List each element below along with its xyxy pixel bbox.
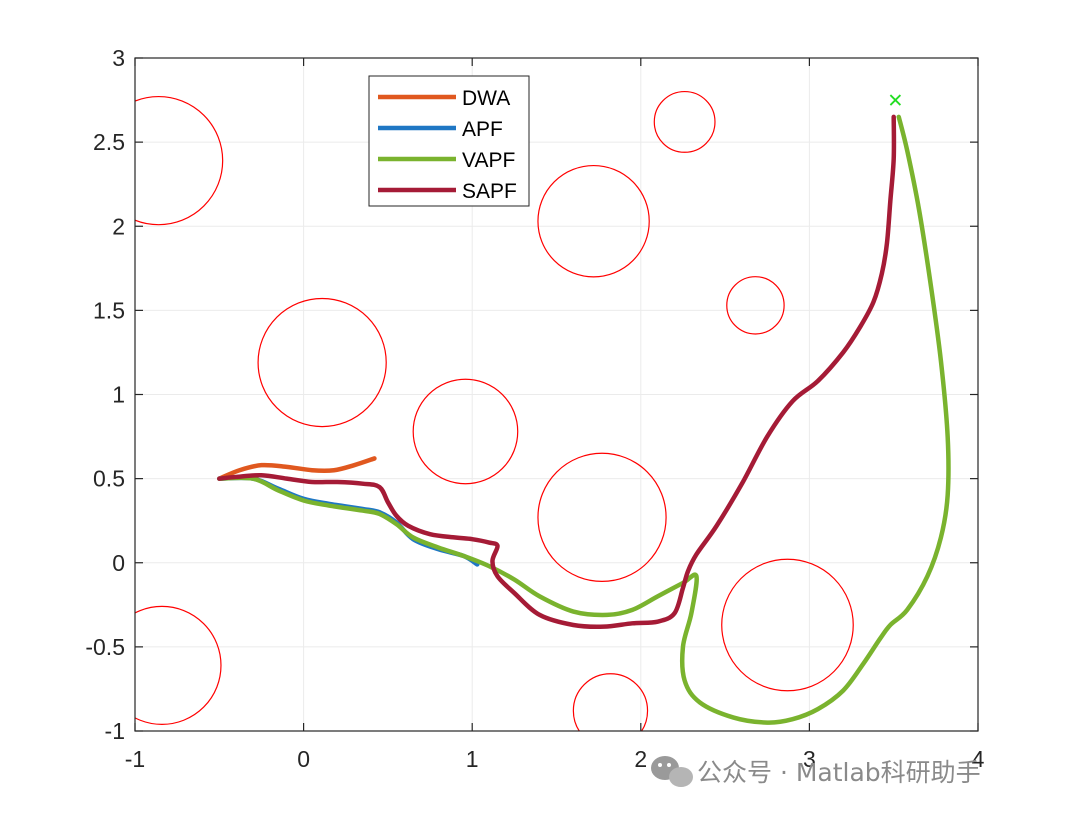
- x-tick-label: -1: [125, 746, 145, 772]
- series-line-sapf: [217, 114, 897, 630]
- y-tick-label: -1: [105, 718, 125, 744]
- obstacle-circle-1: [257, 297, 387, 428]
- obstacle-circle-9: [572, 673, 649, 731]
- goal-marker: [889, 94, 902, 106]
- legend-label-apf: APF: [462, 118, 503, 141]
- goal-marker-stroke-2: [889, 94, 902, 106]
- wechat-icon: [651, 756, 693, 787]
- legend-label-sapf: SAPF: [462, 180, 517, 203]
- x-tick-label: 1: [466, 746, 479, 772]
- x-tick-label: 2: [634, 746, 647, 772]
- obstacle-circle-5: [726, 276, 785, 335]
- y-tick-label: 3: [112, 45, 125, 71]
- y-tick-label: 1: [112, 382, 125, 408]
- obstacle-circle-7: [721, 558, 854, 692]
- legend: DWA APF VAPF SAPF: [368, 75, 530, 207]
- obstacle-circle-3: [537, 164, 650, 278]
- y-tick-label: -0.5: [85, 634, 125, 660]
- legend-label-vapf: VAPF: [462, 149, 515, 172]
- y-tick-label: 2: [112, 213, 125, 239]
- x-tick-label: 3: [803, 746, 816, 772]
- legend-label-dwa: DWA: [462, 87, 510, 110]
- watermark: 公众号 · Matlab科研助手: [651, 756, 981, 787]
- obstacle-circle-8: [135, 605, 222, 725]
- y-tick-label: 0: [112, 550, 125, 576]
- obstacle-circle-6: [537, 452, 667, 582]
- plot-area: -1 0 1 2 3 4 -1 -0.5 0 0.5 1 1.5 2 2.5 3 DWA APF VAPF SAPF: [85, 45, 984, 772]
- y-tick-label: 1.5: [93, 297, 125, 323]
- watermark-text: 公众号 · Matlab科研助手: [697, 758, 981, 787]
- series-line-vapf: [217, 114, 951, 725]
- series-line-dwa: [217, 456, 377, 481]
- y-tick-label: 2.5: [93, 129, 125, 155]
- y-tick-label: 0.5: [93, 466, 125, 492]
- obstacle-circle-0: [135, 95, 224, 226]
- x-tick-label: 0: [297, 746, 310, 772]
- x-tick-label: 4: [972, 746, 985, 772]
- obstacle-circle-4: [653, 90, 716, 153]
- obstacle-circle-2: [412, 378, 519, 485]
- tick-marks: -1 0 1 2 3 4 -1 -0.5 0 0.5 1 1.5 2 2.5 3: [85, 45, 984, 772]
- obstacles: [135, 90, 854, 731]
- series-lines: [217, 114, 951, 725]
